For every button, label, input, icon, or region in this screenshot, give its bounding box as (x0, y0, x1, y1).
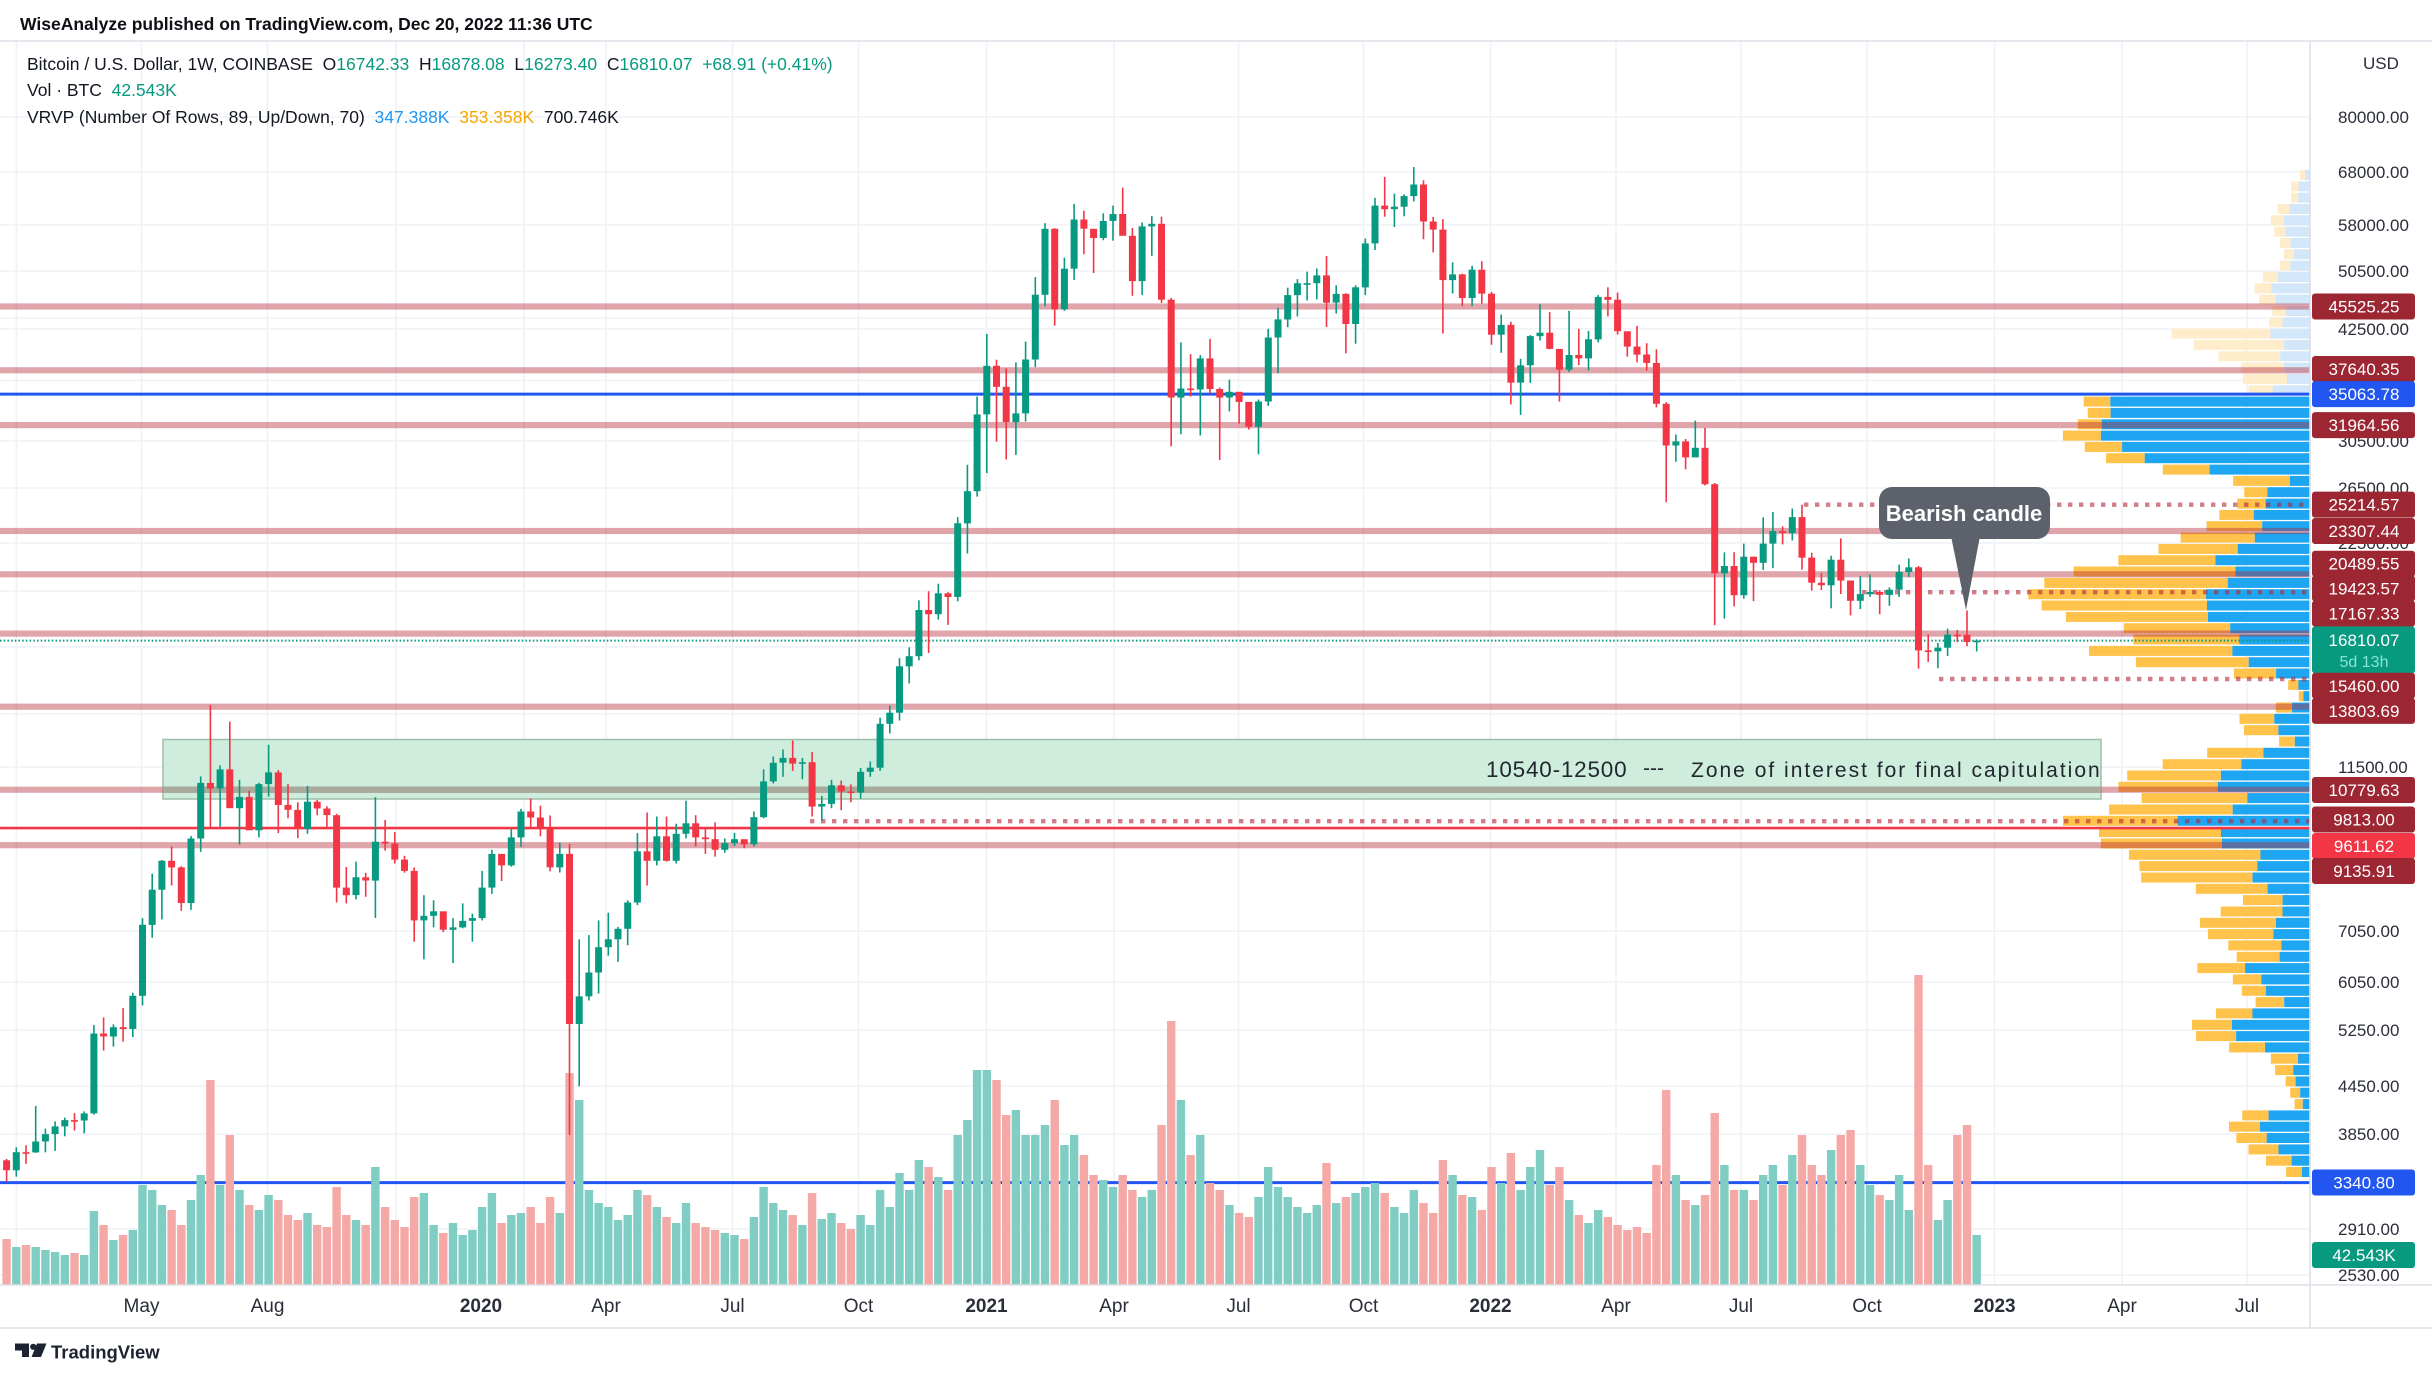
svg-text:11500.00: 11500.00 (2338, 758, 2408, 777)
svg-text:10540-12500: 10540-12500 (1486, 757, 1627, 782)
svg-text:13803.69: 13803.69 (2329, 702, 2400, 721)
svg-text:9611.62: 9611.62 (2334, 837, 2394, 856)
svg-text:25214.57: 25214.57 (2329, 496, 2400, 515)
svg-text:Bitcoin / U.S. Dollar, 1W, COI: Bitcoin / U.S. Dollar, 1W, COINBASE O167… (27, 54, 833, 74)
svg-text:3340.80: 3340.80 (2333, 1174, 2394, 1193)
svg-text:Apr: Apr (1601, 1296, 1631, 1317)
svg-text:Jul: Jul (1226, 1296, 1250, 1317)
svg-text:2530.00: 2530.00 (2338, 1266, 2399, 1285)
svg-text:31964.56: 31964.56 (2329, 416, 2400, 435)
svg-text:50500.00: 50500.00 (2338, 262, 2409, 281)
svg-text:Aug: Aug (251, 1296, 285, 1317)
svg-text:42500.00: 42500.00 (2338, 320, 2409, 339)
svg-text:2023: 2023 (1973, 1296, 2015, 1317)
svg-text:Apr: Apr (2107, 1296, 2137, 1317)
svg-text:Zone of interest for final cap: Zone of interest for final capitulation (1691, 759, 2102, 782)
svg-text:16810.07: 16810.07 (2329, 631, 2400, 650)
svg-text:9813.00: 9813.00 (2333, 811, 2394, 830)
svg-text:VRVP (Number Of Rows, 89, Up/D: VRVP (Number Of Rows, 89, Up/Down, 70) 3… (27, 107, 619, 127)
svg-text:80000.00: 80000.00 (2338, 108, 2409, 127)
svg-text:45525.25: 45525.25 (2329, 298, 2400, 317)
svg-text:5d 13h: 5d 13h (2340, 654, 2389, 671)
svg-text:2021: 2021 (965, 1296, 1008, 1317)
svg-text:2022: 2022 (1469, 1296, 1511, 1317)
svg-text:5250.00: 5250.00 (2338, 1021, 2399, 1040)
svg-text:Jul: Jul (2235, 1296, 2259, 1317)
svg-text:17167.33: 17167.33 (2329, 605, 2400, 624)
svg-text:3850.00: 3850.00 (2338, 1125, 2399, 1144)
svg-text:Apr: Apr (591, 1296, 621, 1317)
svg-text:58000.00: 58000.00 (2338, 216, 2409, 235)
svg-text:Oct: Oct (844, 1296, 874, 1317)
svg-text:Bearish candle: Bearish candle (1886, 501, 2043, 526)
svg-text:Vol · BTC 42.543K: Vol · BTC 42.543K (27, 80, 177, 100)
svg-text:---: --- (1643, 757, 1664, 780)
svg-text:15460.00: 15460.00 (2329, 677, 2400, 696)
svg-text:Jul: Jul (720, 1296, 744, 1317)
svg-text:4450.00: 4450.00 (2338, 1077, 2399, 1096)
svg-text:37640.35: 37640.35 (2329, 360, 2400, 379)
svg-text:9135.91: 9135.91 (2333, 862, 2394, 881)
svg-text:7050.00: 7050.00 (2338, 922, 2399, 941)
svg-text:23307.44: 23307.44 (2329, 522, 2400, 541)
svg-text:10779.63: 10779.63 (2329, 781, 2400, 800)
svg-text:20489.55: 20489.55 (2329, 555, 2400, 574)
svg-text:TradingView: TradingView (51, 1342, 160, 1363)
svg-text:Oct: Oct (1349, 1296, 1379, 1317)
svg-text:2910.00: 2910.00 (2338, 1220, 2399, 1239)
svg-text:WiseAnalyze published on Tradi: WiseAnalyze published on TradingView.com… (20, 14, 593, 34)
svg-text:42.543K: 42.543K (2332, 1246, 2396, 1265)
svg-text:Oct: Oct (1852, 1296, 1882, 1317)
svg-text:2020: 2020 (460, 1296, 502, 1317)
svg-text:19423.57: 19423.57 (2329, 580, 2400, 599)
svg-text:Jul: Jul (1729, 1296, 1753, 1317)
svg-text:USD: USD (2363, 54, 2399, 73)
svg-text:May: May (124, 1296, 160, 1317)
svg-text:6050.00: 6050.00 (2338, 973, 2399, 992)
svg-text:68000.00: 68000.00 (2338, 163, 2409, 182)
svg-text:35063.78: 35063.78 (2329, 385, 2400, 404)
svg-text:Apr: Apr (1099, 1296, 1129, 1317)
